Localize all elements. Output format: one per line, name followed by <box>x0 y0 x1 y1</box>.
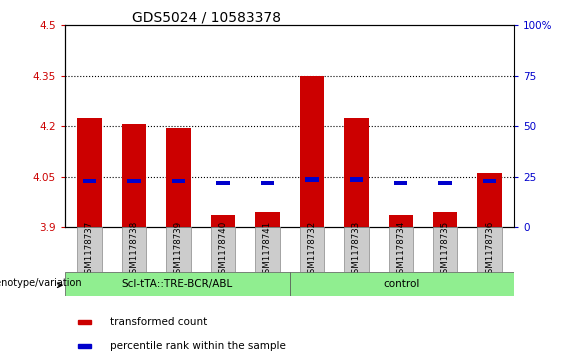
Bar <box>389 215 413 227</box>
FancyBboxPatch shape <box>65 272 289 296</box>
FancyBboxPatch shape <box>77 227 102 272</box>
FancyBboxPatch shape <box>211 227 235 272</box>
Bar <box>79 320 90 324</box>
Bar <box>477 173 502 227</box>
Bar <box>79 344 90 348</box>
FancyBboxPatch shape <box>344 227 368 272</box>
FancyBboxPatch shape <box>389 227 413 272</box>
Text: genotype/variation: genotype/variation <box>0 278 82 288</box>
Bar <box>172 179 185 183</box>
Text: GSM1178741: GSM1178741 <box>263 220 272 279</box>
Bar <box>77 118 102 227</box>
Bar <box>350 177 363 182</box>
Text: GSM1178736: GSM1178736 <box>485 220 494 279</box>
Text: GSM1178740: GSM1178740 <box>218 220 227 279</box>
Text: GDS5024 / 10583378: GDS5024 / 10583378 <box>132 10 281 24</box>
FancyBboxPatch shape <box>166 227 190 272</box>
Bar <box>433 212 458 227</box>
FancyBboxPatch shape <box>255 227 280 272</box>
Bar <box>82 179 96 183</box>
Text: GSM1178732: GSM1178732 <box>307 220 316 279</box>
Text: GSM1178738: GSM1178738 <box>129 220 138 279</box>
FancyBboxPatch shape <box>477 227 502 272</box>
Bar <box>127 179 141 183</box>
Text: GSM1178737: GSM1178737 <box>85 220 94 279</box>
FancyBboxPatch shape <box>433 227 458 272</box>
FancyBboxPatch shape <box>121 227 146 272</box>
Text: GSM1178734: GSM1178734 <box>396 220 405 279</box>
Bar <box>344 118 368 227</box>
Bar <box>166 128 190 227</box>
Text: Scl-tTA::TRE-BCR/ABL: Scl-tTA::TRE-BCR/ABL <box>121 279 233 289</box>
Bar <box>255 212 280 227</box>
Bar <box>305 177 319 182</box>
Bar <box>394 180 407 185</box>
Bar <box>299 76 324 227</box>
Bar <box>260 180 274 185</box>
Text: percentile rank within the sample: percentile rank within the sample <box>110 341 286 351</box>
Bar <box>211 215 235 227</box>
Text: GSM1178739: GSM1178739 <box>174 220 183 279</box>
Text: GSM1178735: GSM1178735 <box>441 220 450 279</box>
Bar <box>216 180 229 185</box>
Text: GSM1178733: GSM1178733 <box>352 220 361 279</box>
Text: transformed count: transformed count <box>110 317 207 327</box>
Text: control: control <box>384 279 420 289</box>
Bar <box>483 179 497 183</box>
Bar <box>121 125 146 227</box>
Bar <box>438 180 452 185</box>
FancyBboxPatch shape <box>299 227 324 272</box>
FancyBboxPatch shape <box>289 272 514 296</box>
